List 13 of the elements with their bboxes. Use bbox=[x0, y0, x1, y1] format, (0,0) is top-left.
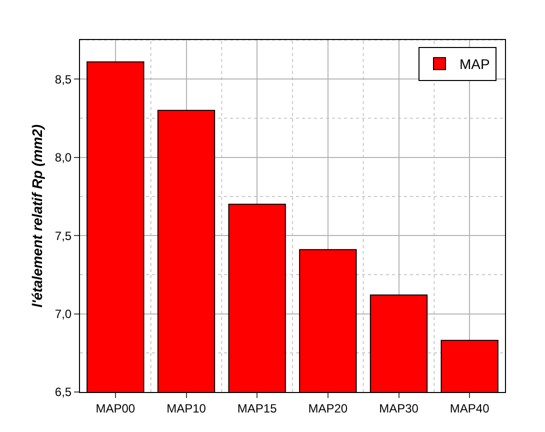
x-tick-label: MAP40 bbox=[450, 401, 490, 416]
y-axis-title: l'étalement relatif Rp (mm2) bbox=[29, 124, 45, 308]
x-tick-label: MAP30 bbox=[379, 401, 419, 416]
y-tick-label: 7,0 bbox=[54, 306, 72, 321]
x-tick-label: MAP20 bbox=[308, 401, 348, 416]
y-tick-label: 6,5 bbox=[54, 385, 72, 400]
legend-label: MAP bbox=[460, 56, 490, 72]
x-tick-label: MAP00 bbox=[96, 401, 136, 416]
x-tick-label: MAP15 bbox=[237, 401, 278, 416]
y-tick-label: 8,0 bbox=[54, 150, 72, 165]
y-tick-label: 7,5 bbox=[54, 228, 72, 243]
y-tick-label: 8,5 bbox=[54, 72, 72, 86]
x-tick-label: MAP10 bbox=[166, 401, 206, 416]
